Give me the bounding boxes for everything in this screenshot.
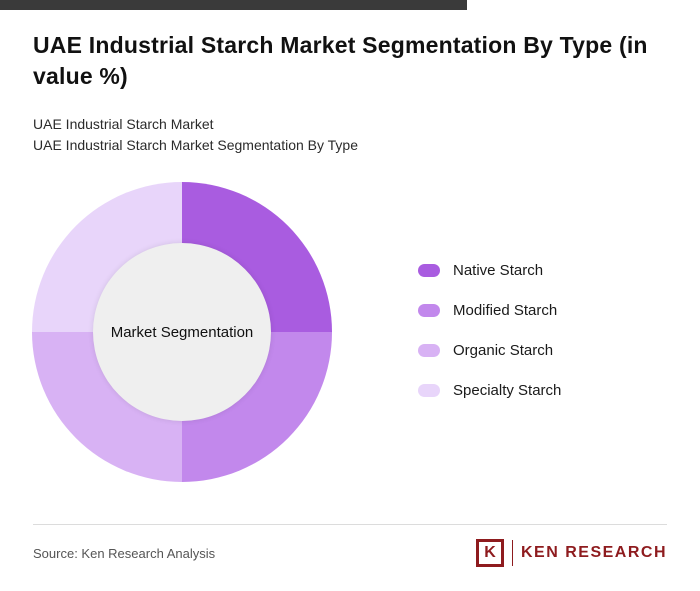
donut-center-label: Market Segmentation (110, 323, 254, 341)
logo-divider (511, 540, 513, 566)
legend-label: Modified Starch (453, 302, 558, 319)
ken-research-logo-text: KEN RESEARCH (520, 544, 667, 561)
donut-chart: Market Segmentation (32, 182, 332, 482)
source-text: Source: Ken Research Analysis (33, 545, 216, 561)
page-title: UAE Industrial Starch Market Segmentatio… (33, 32, 648, 90)
legend-label: Native Starch (453, 262, 544, 279)
legend-swatch (418, 304, 440, 317)
legend-item: Specialty Starch (418, 382, 561, 399)
chart-subtitle-market: UAE Industrial Starch Market (33, 116, 214, 133)
legend-item: Modified Starch (418, 302, 561, 319)
chart-subtitle-segmentation: UAE Industrial Starch Market Segmentatio… (33, 137, 359, 154)
donut-chart-area: Market Segmentation (32, 182, 332, 482)
legend-swatch (418, 384, 440, 397)
legend-swatch (418, 264, 440, 277)
legend-swatch (418, 344, 440, 357)
ken-research-logo: K KEN RESEARCH (475, 539, 667, 567)
legend-label: Specialty Starch (453, 382, 562, 399)
legend-item: Native Starch (418, 262, 561, 279)
header: UAE Industrial Starch Market Segmentatio… (33, 30, 667, 156)
ken-research-logo-icon: K (475, 539, 504, 567)
top-accent-bar (0, 0, 467, 10)
legend-item: Organic Starch (418, 342, 561, 359)
footer: Source: Ken Research Analysis K KEN RESE… (33, 524, 667, 567)
legend: Native Starch Modified Starch Organic Star… (418, 262, 561, 399)
legend-label: Organic Starch (453, 342, 554, 359)
donut-center: Market Segmentation (93, 243, 271, 421)
